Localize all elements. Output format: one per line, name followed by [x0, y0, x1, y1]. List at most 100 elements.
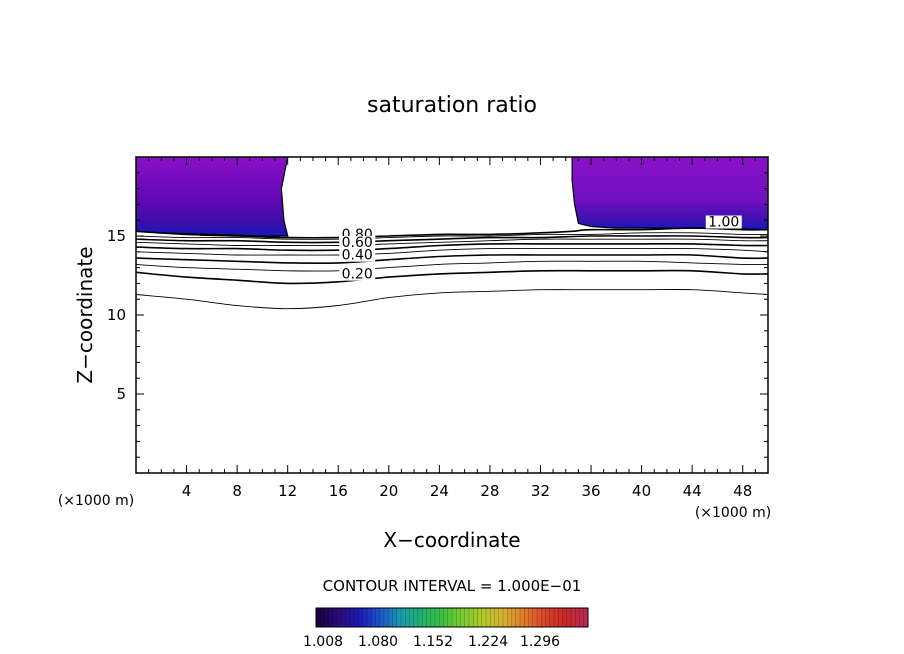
contour-label: 0.20	[342, 267, 373, 283]
colorbar-cell	[486, 608, 491, 627]
contour-line-1	[136, 227, 768, 239]
z-unit-label: (×1000 m)	[58, 493, 134, 509]
colorbar-cell	[498, 608, 504, 627]
x-tick-label: 20	[379, 482, 398, 500]
colorbar-cell	[579, 608, 585, 627]
colorbar-cell	[481, 608, 487, 627]
colorbar-cell	[447, 608, 453, 627]
colorbar-cell	[460, 608, 466, 627]
colorbar-cell	[388, 608, 393, 627]
colorbar-cell	[413, 608, 419, 627]
contour-label: 1.00	[708, 215, 739, 231]
colorbar-cell	[473, 608, 478, 627]
colorbar-cell	[545, 608, 551, 627]
colorbar-tick-label: 1.008	[303, 634, 343, 650]
colorbar-cell	[337, 608, 342, 627]
colorbar-cell	[541, 608, 546, 627]
colorbar-cell	[558, 608, 563, 627]
x-tick-label: 28	[480, 482, 499, 500]
colorbar-cell	[528, 608, 534, 627]
colorbar-cell	[324, 608, 330, 627]
contour-label-bg	[339, 248, 376, 262]
colorbar-frame	[315, 607, 589, 628]
colorbar-cell	[477, 608, 483, 627]
colorbar-cell	[575, 608, 580, 627]
x-tick-label: 44	[683, 482, 702, 500]
colorbar-cell	[320, 608, 325, 627]
x-unit-label: (×1000 m)	[695, 505, 771, 521]
colorbar-tick-label: 1.152	[413, 634, 453, 650]
chart-title: saturation ratio	[367, 93, 537, 118]
contour-interval-text: CONTOUR INTERVAL = 1.000E−01	[323, 577, 582, 595]
contour-label-bg	[339, 267, 376, 281]
contour-labels: 0.800.600.400.201.00	[339, 215, 742, 283]
colorbar-labels: 1.008 1.080 1.152 1.224 1.296	[303, 634, 560, 650]
colorbar-cell	[464, 608, 470, 627]
colorbar-cell	[392, 608, 398, 627]
colorbar-cell	[354, 608, 359, 627]
x-tick-label: 36	[581, 482, 600, 500]
colorbar-cell	[443, 608, 449, 627]
y-tick-label: 10	[107, 306, 126, 324]
shaded-region-left	[136, 157, 289, 237]
y-axis-label: Z−coordinate	[73, 246, 97, 383]
contour-line-0-4	[136, 253, 768, 264]
colorbar-tick-label: 1.224	[468, 634, 508, 650]
contour-label-bg	[705, 215, 742, 229]
colorbar-cell	[439, 608, 444, 627]
colorbar-cell	[469, 608, 474, 627]
x-tick-label: 8	[232, 482, 242, 500]
contour-line-0-1	[136, 289, 768, 310]
colorbar-cell	[524, 608, 529, 627]
colorbar-cell	[549, 608, 555, 627]
y-tick-label: 5	[116, 385, 126, 403]
colorbar-cell	[520, 608, 525, 627]
colorbar-cell	[401, 608, 406, 627]
colorbar-cell	[396, 608, 402, 627]
contour-lines	[136, 227, 768, 310]
x-tick-label: 16	[329, 482, 348, 500]
contour-label: 0.40	[342, 248, 373, 264]
colorbar-cell	[375, 608, 381, 627]
colorbar-cell	[562, 608, 568, 627]
contour-line-0-2	[136, 269, 768, 285]
shaded-regions	[136, 157, 768, 237]
colorbar-cell	[418, 608, 423, 627]
colorbar-cell	[350, 608, 355, 627]
colorbar-cell	[571, 608, 576, 627]
x-tick-label: 32	[531, 482, 550, 500]
x-tick-label: 4	[182, 482, 192, 500]
colorbar-cell	[367, 608, 372, 627]
colorbar-cell	[345, 608, 351, 627]
colorbar-tick-label: 1.080	[358, 634, 398, 650]
x-tick-label: 40	[632, 482, 651, 500]
x-tick-label: 48	[733, 482, 752, 500]
colorbar-cell	[328, 608, 334, 627]
colorbar-cell	[379, 608, 385, 627]
colorbar-cell	[371, 608, 376, 627]
colorbar-cell	[503, 608, 508, 627]
colorbar-cell	[316, 608, 321, 627]
contour-line-0-9	[136, 232, 768, 240]
colorbar-cell	[566, 608, 572, 627]
contour-label-bg	[339, 236, 376, 250]
y-tick-labels: 5 10 15	[107, 227, 126, 403]
colorbar	[315, 608, 589, 627]
contour-line-0-7	[136, 238, 768, 247]
x-axis-label: X−coordinate	[383, 528, 520, 552]
colorbar-tick-label: 1.296	[520, 634, 560, 650]
x-tick-label: 24	[430, 482, 449, 500]
colorbar-cell	[490, 608, 495, 627]
colorbar-cell	[537, 608, 542, 627]
colorbar-cell	[532, 608, 538, 627]
colorbar-cell	[426, 608, 432, 627]
colorbar-cell	[422, 608, 427, 627]
axis-ticks	[136, 157, 768, 473]
colorbar-cell	[430, 608, 436, 627]
colorbar-cell	[456, 608, 461, 627]
contour-line-0-6	[136, 242, 768, 252]
x-tick-label: 12	[278, 482, 297, 500]
x-tick-labels: 4 8 12 16 20 24 28 32 36 40 44 48	[182, 482, 752, 500]
colorbar-cell	[405, 608, 410, 627]
